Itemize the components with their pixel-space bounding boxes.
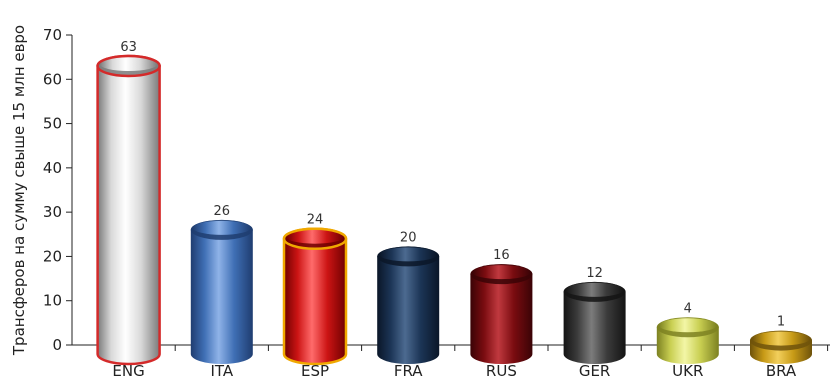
labels: 63 ENG 26 ITA 24 ESP 20 FRA 16 RUS 12 GER 4 UKR 1 BRA — [112, 40, 796, 380]
y-tick-label: 30 — [43, 203, 62, 221]
y-tick-label: 20 — [43, 247, 62, 265]
category-label-esp: ESP — [301, 362, 329, 380]
category-label-ger: GER — [579, 362, 611, 380]
bar-fra — [377, 246, 440, 364]
data-label-rus: 16 — [493, 248, 510, 263]
category-label-bra: BRA — [766, 362, 797, 380]
y-tick-label: 50 — [43, 115, 62, 133]
bar-ger — [563, 281, 626, 364]
category-label-ita: ITA — [210, 362, 233, 380]
bar-body — [470, 264, 533, 364]
bar-body — [563, 281, 626, 364]
bar-ita — [190, 219, 253, 364]
y-tick-label: 70 — [43, 26, 62, 44]
data-label-ukr: 4 — [684, 301, 692, 316]
bar-cap-highlight — [565, 282, 624, 297]
category-label-rus: RUS — [486, 362, 517, 380]
data-label-fra: 20 — [400, 230, 417, 245]
bar-esp — [282, 227, 348, 366]
bar-cap-highlight — [286, 229, 344, 244]
category-label-eng: ENG — [112, 362, 144, 380]
bar-ukr — [656, 317, 719, 364]
bar-cap-highlight — [658, 318, 717, 333]
bar-body — [377, 246, 440, 364]
category-label-fra: FRA — [394, 362, 423, 380]
bar-body — [96, 54, 161, 366]
data-label-ger: 12 — [586, 266, 603, 281]
data-label-ita: 26 — [214, 204, 231, 219]
y-axis-title: Трансферов на сумму свыше 15 млн евро — [10, 25, 28, 356]
y-tick-label: 0 — [52, 336, 62, 354]
data-label-esp: 24 — [307, 213, 324, 228]
bar-bra — [750, 330, 812, 364]
bar-cap-outline — [282, 227, 348, 250]
bar-body — [190, 219, 253, 364]
category-label-ukr: UKR — [672, 362, 703, 380]
bar-cap-outline — [96, 54, 161, 78]
bar-cap-highlight — [472, 265, 531, 280]
y-tick-label: 60 — [43, 70, 62, 88]
bar-cap-highlight — [752, 331, 810, 346]
y-tick-label: 40 — [43, 159, 62, 177]
bar-cap-highlight — [379, 247, 438, 262]
bars — [96, 54, 812, 366]
data-label-bra: 1 — [777, 315, 785, 330]
bar-rus — [470, 264, 533, 364]
data-label-eng: 63 — [120, 40, 137, 55]
y-tick-label: 10 — [43, 292, 62, 310]
bar-eng — [96, 54, 161, 366]
bar-cap-highlight — [99, 57, 158, 71]
bar-cap-highlight — [192, 220, 251, 235]
